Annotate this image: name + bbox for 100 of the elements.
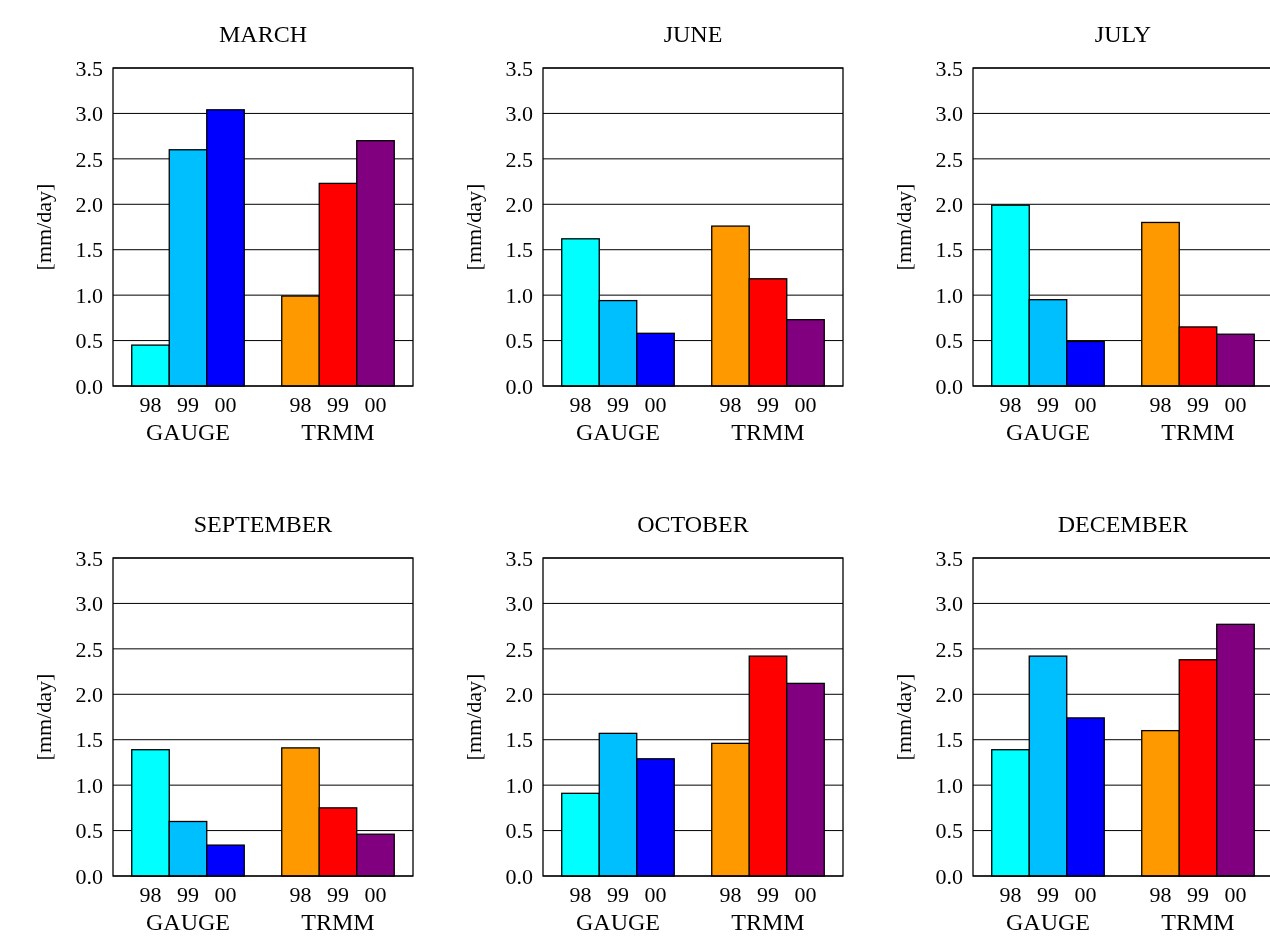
x-tick-label: 99 [327, 882, 349, 907]
x-tick-label: 98 [139, 392, 162, 417]
x-tick-label: 00 [1224, 392, 1247, 417]
y-tick-label: 0.0 [75, 863, 103, 889]
y-tick-label: 3.0 [505, 101, 533, 127]
x-tick-label: 00 [644, 392, 667, 417]
y-tick-label: 3.0 [75, 101, 103, 127]
y-tick-label: 0.0 [935, 863, 963, 889]
y-tick-label: 0.5 [75, 818, 103, 844]
x-tick-label: 99 [177, 882, 199, 907]
x-tick-label: 00 [1074, 392, 1097, 417]
y-tick-label: 2.5 [75, 636, 103, 662]
x-tick-label: 98 [1149, 882, 1172, 907]
x-tick-label: 98 [569, 882, 592, 907]
chart-title: OCTOBER [637, 511, 749, 537]
x-tick-label: 99 [1187, 882, 1209, 907]
y-axis-title: [mm/day] [461, 673, 486, 761]
x-tick-label: 98 [999, 882, 1022, 907]
y-tick-label: 2.5 [505, 636, 533, 662]
chart-title: JUNE [663, 21, 723, 47]
y-tick-label: 0.5 [75, 328, 103, 354]
y-tick-label: 1.5 [935, 237, 963, 263]
text: GAUGE [1006, 909, 1090, 935]
y-tick-label: 2.0 [75, 681, 103, 707]
text: GAUGE [146, 909, 230, 935]
y-tick-label: 3.5 [75, 55, 103, 81]
y-tick-label: 0.5 [935, 328, 963, 354]
x-tick-label: 99 [757, 882, 779, 907]
text: TRMM [1161, 419, 1235, 445]
y-tick-label: 1.5 [75, 727, 103, 753]
y-tick-label: 0.5 [505, 818, 533, 844]
x-tick-label: 98 [719, 392, 742, 417]
x-tick-label: 00 [214, 882, 237, 907]
y-tick-label: 2.0 [935, 681, 963, 707]
chart-title: SEPTEMBER [193, 511, 333, 537]
y-tick-label: 1.0 [935, 282, 963, 308]
y-tick-label: 3.5 [75, 545, 103, 571]
x-tick-label: 00 [1224, 882, 1247, 907]
y-axis-title: [mm/day] [31, 673, 56, 761]
text: TRMM [301, 909, 375, 935]
x-tick-label: 99 [327, 392, 349, 417]
x-tick-label: 00 [794, 882, 817, 907]
y-tick-label: 0.0 [75, 373, 103, 399]
y-tick-label: 2.5 [935, 146, 963, 172]
y-tick-label: 2.5 [935, 636, 963, 662]
y-tick-label: 3.0 [935, 101, 963, 127]
y-tick-label: 0.5 [505, 328, 533, 354]
text: TRMM [731, 419, 805, 445]
text: TRMM [731, 909, 805, 935]
x-tick-label: 98 [719, 882, 742, 907]
x-tick-label: 98 [289, 882, 312, 907]
y-tick-label: 1.0 [75, 282, 103, 308]
x-tick-label: 98 [289, 392, 312, 417]
y-tick-label: 3.0 [75, 591, 103, 617]
text: TRMM [1161, 909, 1235, 935]
x-tick-label: 99 [757, 392, 779, 417]
y-tick-label: 2.0 [75, 191, 103, 217]
y-tick-label: 2.0 [935, 191, 963, 217]
chart-title: JULY [1094, 21, 1152, 47]
chart-title: MARCH [218, 21, 308, 47]
y-tick-label: 1.5 [505, 237, 533, 263]
y-tick-label: 0.0 [505, 863, 533, 889]
x-tick-label: 99 [1037, 392, 1059, 417]
x-tick-label: 99 [177, 392, 199, 417]
y-axis-title: [mm/day] [461, 183, 486, 271]
y-tick-label: 3.5 [935, 545, 963, 571]
y-axis-title: [mm/day] [891, 183, 916, 271]
x-tick-label: 99 [607, 392, 629, 417]
y-tick-label: 2.0 [505, 681, 533, 707]
y-tick-label: 1.5 [505, 727, 533, 753]
x-tick-label: 00 [794, 392, 817, 417]
x-tick-label: 00 [364, 392, 387, 417]
y-tick-label: 1.5 [75, 237, 103, 263]
y-tick-label: 1.5 [935, 727, 963, 753]
text: GAUGE [576, 909, 660, 935]
y-tick-label: 3.5 [935, 55, 963, 81]
x-tick-label: 98 [569, 392, 592, 417]
y-tick-label: 0.0 [935, 373, 963, 399]
y-tick-label: 3.0 [935, 591, 963, 617]
y-tick-label: 2.5 [75, 146, 103, 172]
y-tick-label: 1.0 [505, 772, 533, 798]
text: GAUGE [1006, 419, 1090, 445]
y-axis-title: [mm/day] [891, 673, 916, 761]
y-tick-label: 2.0 [505, 191, 533, 217]
x-tick-label: 00 [214, 392, 237, 417]
text: GAUGE [146, 419, 230, 445]
y-tick-label: 1.0 [505, 282, 533, 308]
y-tick-label: 3.5 [505, 55, 533, 81]
x-tick-label: 00 [1074, 882, 1097, 907]
y-tick-label: 1.0 [935, 772, 963, 798]
x-tick-label: 00 [644, 882, 667, 907]
y-tick-label: 0.5 [935, 818, 963, 844]
chart-title: DECEMBER [1057, 511, 1189, 537]
y-tick-label: 2.5 [505, 146, 533, 172]
x-tick-label: 98 [1149, 392, 1172, 417]
y-tick-label: 3.0 [505, 591, 533, 617]
y-axis-title: [mm/day] [31, 183, 56, 271]
x-tick-label: 99 [1037, 882, 1059, 907]
text: GAUGE [576, 419, 660, 445]
x-tick-label: 98 [999, 392, 1022, 417]
